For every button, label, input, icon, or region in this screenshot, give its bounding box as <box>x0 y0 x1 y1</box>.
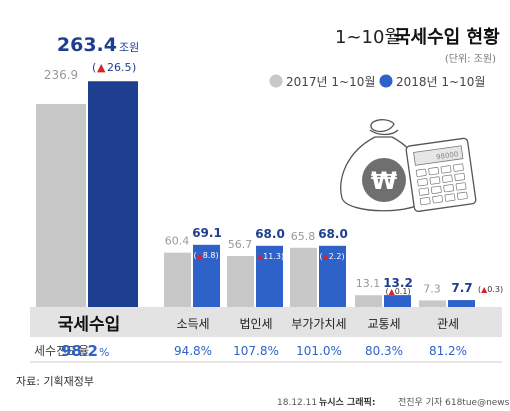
total-unit: 조원 <box>119 41 139 54</box>
delta-label-2: (▲2.2) <box>319 252 344 261</box>
rate-value-3: 80.3% <box>365 344 403 358</box>
bar-2018-0 <box>193 244 220 307</box>
bar-2017-1 <box>227 255 254 307</box>
calculator-key <box>419 196 431 206</box>
calculator-key <box>440 165 452 174</box>
svg-text:₩: ₩ <box>371 167 398 195</box>
bar-2017-4 <box>419 300 446 307</box>
category-label-4: 관세 <box>437 317 459 331</box>
calculator-key <box>441 174 453 183</box>
calculator-key <box>454 172 466 182</box>
bar-2017-3 <box>355 295 382 307</box>
value-label-2018-4: 7.7 <box>451 281 472 295</box>
bar-2018-3 <box>384 295 411 307</box>
chart-title-period: 1~10월 <box>335 27 401 48</box>
calculator-key <box>456 191 468 200</box>
delta-label-4: (▲0.3) <box>478 285 503 294</box>
value-label-2017-1: 56.7 <box>228 238 253 251</box>
category-band <box>30 307 502 337</box>
rate-value-4: 81.2% <box>429 344 467 358</box>
calculator-key <box>418 187 430 196</box>
calculator-key <box>444 193 456 202</box>
calculator-key <box>417 178 428 187</box>
value-label-2017-4: 7.3 <box>423 282 441 295</box>
unit-note: (단위: 조원) <box>445 52 496 65</box>
total-bar-2017 <box>36 103 86 307</box>
value-label-2017-2: 65.8 <box>291 230 316 243</box>
bars <box>36 81 475 307</box>
calculator-icon: 98000 <box>405 137 477 212</box>
category-label-2: 부가가치세 <box>291 317 346 331</box>
total-delta-open: ( <box>92 61 96 74</box>
bar-2018-1 <box>256 245 283 307</box>
value-label-2017-3: 13.1 <box>356 277 381 290</box>
value-label-2018-2: 68.0 <box>318 227 348 241</box>
delta-label-1: (▲11.3) <box>254 252 284 261</box>
delta-label-0: (▲8.8) <box>193 251 218 260</box>
bar-2017-2 <box>290 247 317 307</box>
bar-2018-4 <box>448 300 475 307</box>
total-value-2017: 236.9 <box>44 68 78 82</box>
value-label-2017-0: 60.4 <box>165 235 190 248</box>
total-value-2018: 263.4 <box>57 34 117 56</box>
legend-swatch-2017 <box>269 74 283 88</box>
category-label-0: 소득세 <box>176 317 209 331</box>
total-delta-close: ) <box>132 61 136 74</box>
delta-label-3: (▲0.1) <box>385 287 410 296</box>
rate-value-0: 94.8% <box>174 344 212 358</box>
rate-band <box>30 337 502 362</box>
category-label-3: 교통세 <box>367 317 400 331</box>
legend-label-2017: 2017년 1~10월 <box>286 75 375 89</box>
total-bar-2018 <box>88 81 138 307</box>
value-label-2018-1: 68.0 <box>255 227 285 241</box>
source-note: 자료: 기획재정부 <box>16 375 94 388</box>
rate-value-2: 101.0% <box>296 344 342 358</box>
value-label-2018-3: 13.2 <box>383 276 413 290</box>
total-rate-percent: % <box>99 346 109 359</box>
svg-text:98000: 98000 <box>436 150 459 161</box>
rate-value-1: 107.8% <box>233 344 279 358</box>
bar-2017-0 <box>164 252 191 307</box>
total-delta-mark: ▲ <box>97 61 106 74</box>
calculator-key <box>432 195 443 204</box>
calculator-key <box>455 182 467 191</box>
value-label-2018-0: 69.1 <box>192 226 222 240</box>
calculator-key <box>415 168 427 177</box>
total-delta-value: 26.5 <box>107 61 132 74</box>
calculator-key <box>430 185 442 195</box>
calculator-key <box>428 166 440 176</box>
footer-brand: 뉴시스 그래픽: <box>319 396 375 408</box>
rate-row-label: 세수진도율 <box>34 344 89 358</box>
calculator-key <box>429 176 441 185</box>
money-bag-icon: ₩ <box>340 119 428 212</box>
legend-label-2018: 2018년 1~10월 <box>396 75 485 89</box>
total-rate-value: 98.2 <box>61 342 98 360</box>
category-label-1: 법인세 <box>239 317 272 331</box>
calculator-key <box>453 163 464 172</box>
chart-title: 국세수입 현황 <box>394 26 500 48</box>
calculator-key <box>443 184 455 193</box>
legend-swatch-2018 <box>379 74 393 88</box>
bar-2018-2 <box>319 245 346 307</box>
footer-credit: 전진우 기자 618tue@newsis.com <box>398 397 510 408</box>
total-category-label: 국세수입 <box>58 315 121 335</box>
footer-date: 18.12.11 <box>277 398 317 408</box>
